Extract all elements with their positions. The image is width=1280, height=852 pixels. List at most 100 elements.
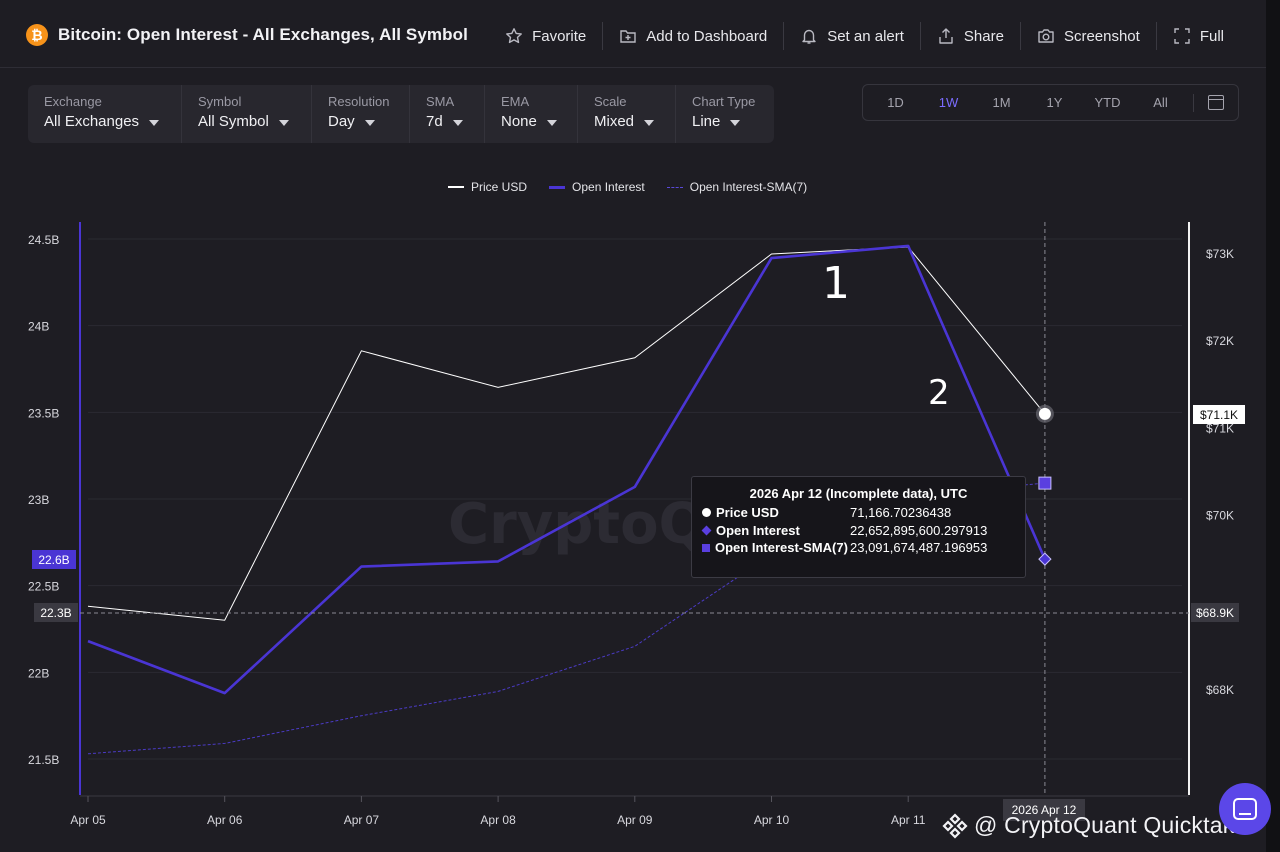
resolution-filter[interactable]: Resolution Day (311, 85, 409, 143)
support-chat-button[interactable] (1219, 783, 1271, 835)
legend-price[interactable]: Price USD (448, 180, 527, 194)
share-button[interactable]: Share (919, 22, 1020, 50)
tooltip-sma-value: 23,091,674,487.196953 (850, 540, 988, 556)
range-1w[interactable]: 1W (938, 95, 959, 110)
x-tick-label: Apr 06 (207, 813, 243, 827)
title-wrap: ₿ Bitcoin: Open Interest - All Exchanges… (26, 24, 468, 46)
legend-open-interest[interactable]: Open Interest (549, 180, 645, 194)
add-to-dashboard-button[interactable]: Add to Dashboard (602, 22, 783, 50)
screenshot-label: Screenshot (1063, 27, 1140, 45)
sma-filter-value: 7d (426, 113, 443, 130)
annotation-1: 1 (822, 258, 850, 309)
range-all[interactable]: All (1153, 95, 1168, 110)
favorite-label: Favorite (532, 27, 587, 45)
crosshair-x-label: 2026 Apr 12 (1012, 803, 1077, 817)
tooltip-row-sma: Open Interest-SMA(7) 23,091,674,487.1969… (702, 539, 1015, 557)
chart-grid (88, 238, 1182, 760)
favorite-button[interactable]: Favorite (489, 22, 602, 50)
filter-bar: Exchange All Exchanges Symbol All Symbol… (28, 85, 774, 143)
chart-legend: Price USD Open Interest Open Interest-SM… (448, 180, 807, 194)
y-left-tick-label: 24.5B (28, 233, 59, 247)
bell-icon (800, 27, 818, 45)
x-tick-label: Apr 08 (480, 813, 516, 827)
range-ytd[interactable]: YTD (1094, 95, 1121, 110)
open-interest-line (87, 244, 1047, 695)
chevron-down-icon (546, 119, 557, 126)
tooltip-price-name: Price USD (716, 505, 779, 521)
ema-filter-value: None (501, 113, 537, 130)
tooltip-oi-name: Open Interest (716, 522, 800, 538)
page-title: Bitcoin: Open Interest - All Exchanges, … (58, 25, 468, 44)
tooltip-title: 2026 Apr 12 (Incomplete data), UTC (749, 486, 968, 501)
price-axis-label-bg (1193, 405, 1245, 424)
y-right-tick-label: $71K (1206, 421, 1234, 435)
sma-filter-label: SMA (426, 94, 455, 109)
camera-icon (1037, 27, 1055, 45)
exchange-filter[interactable]: Exchange All Exchanges (28, 85, 181, 143)
sma-line (87, 482, 1045, 755)
chart-axes: 24.5B 24B 23.5B 23B 22.5B 22B 21.5B $73K $72K $71… (28, 222, 1234, 827)
resolution-filter-value: Day (328, 113, 355, 130)
brand-footer: @ CryptoQuant Quicktak... (942, 812, 1254, 839)
sma-filter[interactable]: SMA 7d (409, 85, 484, 143)
ema-filter-label: EMA (501, 94, 530, 109)
legend-price-label: Price USD (471, 180, 528, 194)
crosshair-x-label-bg (1003, 799, 1085, 821)
y-left-tick-label: 22.5B (28, 580, 59, 594)
oi-axis-label: 22.6B (38, 553, 69, 567)
circle-marker-icon (702, 508, 711, 518)
bitcoin-icon: ₿ (26, 24, 48, 46)
chart-type-filter[interactable]: Chart Type Line (675, 85, 774, 143)
calendar-icon[interactable] (1208, 95, 1224, 110)
chevron-down-icon (452, 119, 463, 126)
set-alert-button[interactable]: Set an alert (783, 22, 920, 50)
chevron-down-icon (149, 119, 160, 126)
legend-oi-label: Open Interest (572, 180, 645, 194)
binance-logo-icon (942, 812, 968, 839)
x-tick-label: Apr 10 (754, 813, 790, 827)
chart-canvas[interactable]: CryptoQuant 24.5B24B23.5B23B22.5B22B21.5… (0, 200, 1266, 852)
sma-marker (1038, 476, 1052, 490)
price-axis-label: $71.1K (1200, 408, 1238, 422)
chart-type-filter-label: Chart Type (692, 94, 756, 109)
crosshair-left-label-bg (34, 603, 78, 622)
y-right-tick-label: $68K (1206, 683, 1234, 697)
crosshair-right-label-bg (1191, 603, 1239, 622)
legend-price-swatch (448, 186, 464, 188)
scale-filter-label: Scale (594, 94, 627, 109)
price-marker (1038, 407, 1051, 420)
legend-sma[interactable]: Open Interest-SMA(7) (666, 180, 807, 194)
fullscreen-icon (1173, 27, 1191, 45)
chevron-down-icon (644, 119, 655, 126)
crosshair-left-label: 22.3B (40, 606, 71, 620)
symbol-filter-label: Symbol (198, 94, 242, 109)
square-marker-icon (702, 543, 710, 552)
symbol-filter[interactable]: Symbol All Symbol (181, 85, 311, 143)
range-1d[interactable]: 1D (887, 95, 904, 110)
y-right-tick-label: $73K (1206, 247, 1234, 261)
range-1y[interactable]: 1Y (1046, 95, 1063, 110)
chart-tooltip: 2026 Apr 12 (Incomplete data), UTC Price… (691, 476, 1026, 578)
header-actions: Favorite Add to Dashboard Set an alert S… (489, 22, 1240, 50)
fullscreen-button[interactable]: Full (1155, 22, 1240, 50)
range-1m[interactable]: 1M (992, 95, 1011, 110)
ema-filter[interactable]: EMA None (484, 85, 577, 143)
chat-icon (1233, 798, 1257, 820)
y-left-tick-label: 23B (28, 493, 49, 507)
oi-axis-label-bg (32, 550, 76, 569)
resolution-filter-label: Resolution (328, 94, 390, 109)
tooltip-row-oi: Open Interest 22,652,895,600.297913 (701, 522, 1015, 540)
y-right-tick-label: $72K (1206, 334, 1234, 348)
crosshair-overlay: 22.6B 22.3B $68.9K $71.1K 2026 Apr 12 (32, 222, 1245, 821)
chevron-down-icon (730, 119, 741, 126)
y-left-tick-label: 23.5B (28, 406, 59, 420)
legend-oi-swatch (549, 185, 566, 189)
share-label: Share (963, 27, 1004, 45)
chart-type-filter-value: Line (692, 113, 721, 130)
share-icon (937, 27, 955, 45)
range-selector: 1D 1W 1M 1Y YTD All (862, 84, 1239, 121)
scale-filter[interactable]: Scale Mixed (577, 85, 675, 143)
screenshot-button[interactable]: Screenshot (1019, 22, 1156, 50)
tooltip-oi-value: 22,652,895,600.297913 (850, 522, 988, 538)
brand-text: @ CryptoQuant Quicktak... (974, 812, 1255, 838)
